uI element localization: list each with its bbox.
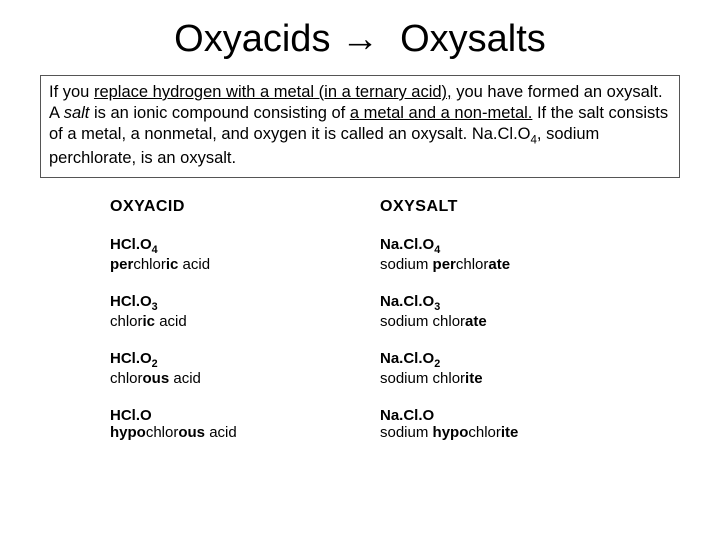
oxyacid-formula: HCl.O4 <box>110 236 380 256</box>
table-row: HCl.O3 chloric acid Na.Cl.O3 sodium chlo… <box>110 293 650 330</box>
oxyacid-oxysalt-table: OXYACID OXYSALT HCl.O4 perchloric acid N… <box>110 198 650 441</box>
table-row: HCl.O hypochlorous acid Na.Cl.O sodium h… <box>110 407 650 441</box>
oxyacid-name: chlorous acid <box>110 370 380 387</box>
oxysalt-formula: Na.Cl.O2 <box>380 350 650 370</box>
oxysalt-formula: Na.Cl.O4 <box>380 236 650 256</box>
oxyacid-name: chloric acid <box>110 313 380 330</box>
table-row: HCl.O4 perchloric acid Na.Cl.O4 sodium p… <box>110 236 650 273</box>
table-header-row: OXYACID OXYSALT <box>110 198 650 216</box>
oxysalt-name: sodium perchlorate <box>380 256 650 273</box>
oxyacid-name: hypochlorous acid <box>110 424 380 441</box>
oxyacid-cell: HCl.O3 chloric acid <box>110 293 380 330</box>
oxyacid-cell: HCl.O2 chlorous acid <box>110 350 380 387</box>
oxysalt-cell: Na.Cl.O sodium hypochlorite <box>380 407 650 441</box>
oxyacid-cell: HCl.O hypochlorous acid <box>110 407 380 441</box>
oxyacid-formula: HCl.O <box>110 407 380 424</box>
header-oxysalt: OXYSALT <box>380 198 650 216</box>
oxysalt-cell: Na.Cl.O3 sodium chlorate <box>380 293 650 330</box>
oxyacid-name: perchloric acid <box>110 256 380 273</box>
header-oxyacid: OXYACID <box>110 198 380 216</box>
oxyacid-formula: HCl.O3 <box>110 293 380 313</box>
oxysalt-name: sodium chlorite <box>380 370 650 387</box>
oxysalt-cell: Na.Cl.O4 sodium perchlorate <box>380 236 650 273</box>
intro-paragraph: If you replace hydrogen with a metal (in… <box>40 75 680 178</box>
oxyacid-cell: HCl.O4 perchloric acid <box>110 236 380 273</box>
oxysalt-formula: Na.Cl.O <box>380 407 650 424</box>
oxysalt-name: sodium hypochlorite <box>380 424 650 441</box>
table-row: HCl.O2 chlorous acid Na.Cl.O2 sodium chl… <box>110 350 650 387</box>
oxyacid-formula: HCl.O2 <box>110 350 380 370</box>
oxysalt-name: sodium chlorate <box>380 313 650 330</box>
oxysalt-cell: Na.Cl.O2 sodium chlorite <box>380 350 650 387</box>
oxysalt-formula: Na.Cl.O3 <box>380 293 650 313</box>
page-title: Oxyacids → Oxysalts <box>40 18 680 61</box>
